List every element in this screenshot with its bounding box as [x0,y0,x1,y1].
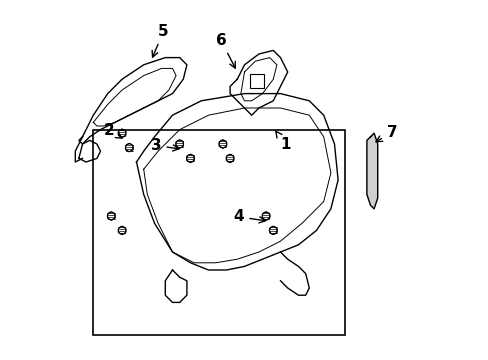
Text: 1: 1 [275,131,290,152]
Bar [249,74,264,88]
Text: 6: 6 [215,33,235,68]
Text: 4: 4 [233,210,265,224]
Text: 3: 3 [151,138,179,153]
Text: 2: 2 [104,123,122,138]
Text: 5: 5 [152,24,168,57]
Polygon shape [366,133,377,209]
Text: 7: 7 [375,125,397,142]
Bar [93,130,345,335]
